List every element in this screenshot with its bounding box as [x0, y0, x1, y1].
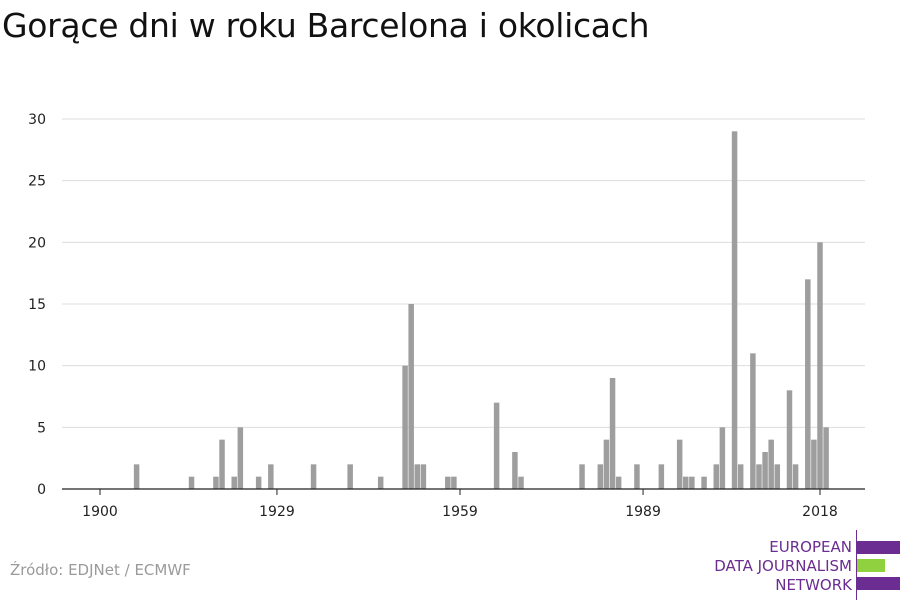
bar-2016: [805, 279, 811, 489]
bar-1919: [213, 476, 219, 489]
bar-1995: [676, 439, 683, 489]
bar-2005: [737, 464, 744, 489]
bar-1999: [701, 476, 707, 489]
x-tick-label: 2018: [802, 504, 838, 520]
bar-1951: [408, 304, 414, 489]
bar-2011: [774, 464, 781, 489]
bar-1935: [310, 464, 317, 489]
y-tick-label: 30: [28, 112, 46, 128]
bar-1983: [603, 439, 610, 489]
chart-title: Gorące dni w roku Barcelona i okolicach: [2, 6, 650, 45]
bar-1968: [512, 452, 518, 489]
bar-1906: [133, 464, 140, 489]
logo-text: EUROPEAN DATA JOURNALISM NETWORK: [714, 538, 852, 595]
bar-2002: [719, 427, 726, 489]
bar-1922: [231, 476, 237, 489]
y-tick-label: 25: [28, 174, 46, 190]
bar-1928: [268, 464, 274, 489]
bar-1985: [615, 476, 622, 489]
bar-1965: [493, 402, 500, 489]
bar-1953: [420, 464, 427, 489]
bar-1950: [402, 365, 408, 489]
y-tick-label: 0: [37, 482, 46, 498]
bar-1979: [579, 464, 585, 489]
edjnet-logo: EUROPEAN DATA JOURNALISM NETWORK: [700, 530, 900, 600]
bar-1982: [597, 464, 604, 489]
logo-line-european: EUROPEAN: [769, 538, 852, 556]
bar-1996: [683, 476, 689, 489]
logo-divider: [856, 530, 857, 600]
bar-1957: [445, 476, 451, 489]
bar-1946: [377, 476, 384, 489]
x-tick-labels: 1900 1929 1959 1989 2018: [82, 489, 838, 520]
bar-1997: [689, 476, 695, 489]
bar-1958: [451, 476, 457, 489]
y-tick-label: 20: [28, 235, 46, 251]
bar-2009: [762, 452, 768, 489]
logo-bar-top: [857, 541, 900, 554]
x-tick-label: 1929: [259, 504, 295, 520]
bar-1920: [219, 439, 225, 489]
logo-bar-bottom: [857, 577, 900, 590]
bar-2019: [823, 427, 829, 489]
bar-2007: [750, 353, 756, 489]
bar-1988: [634, 464, 640, 489]
bar-1941: [347, 464, 353, 489]
y-tick-labels: 0 5 10 15 20 25 30: [28, 112, 46, 498]
x-tick-label: 1989: [625, 504, 661, 520]
logo-bar-middle: [857, 559, 885, 572]
y-tick-label: 10: [28, 359, 46, 375]
x-tick-label: 1900: [82, 504, 118, 520]
x-tick-label: 1959: [442, 504, 478, 520]
bar-1923: [237, 427, 244, 489]
logo-line-network: NETWORK: [775, 576, 852, 594]
bars: [133, 131, 829, 489]
source-note: Źródło: EDJNet / ECMWF: [10, 561, 191, 579]
bar-2001: [713, 464, 720, 489]
logo-line-data-journalism: DATA JOURNALISM: [714, 557, 852, 575]
bar-1969: [518, 476, 524, 489]
bar-1915: [188, 476, 195, 489]
gridlines: [62, 118, 865, 428]
bar-2008: [756, 464, 762, 489]
bar-1952: [414, 464, 421, 489]
bar-1992: [658, 464, 665, 489]
bar-2014: [792, 464, 799, 489]
bar-2013: [786, 390, 793, 489]
bar-2010: [768, 439, 774, 489]
bar-2018: [817, 242, 823, 489]
bar-1984: [609, 378, 616, 489]
y-tick-label: 15: [28, 297, 46, 313]
bar-2004: [731, 131, 738, 489]
y-tick-label: 5: [37, 420, 46, 436]
bar-2017: [811, 439, 817, 489]
bar-1926: [255, 476, 262, 489]
